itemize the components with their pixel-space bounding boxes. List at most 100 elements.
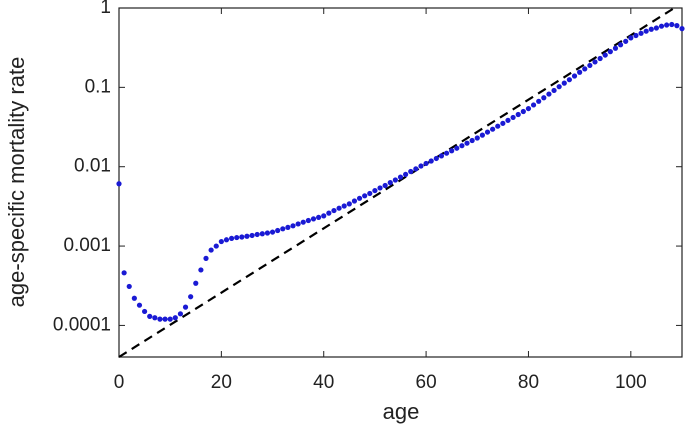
- data-point: [623, 38, 629, 44]
- data-point: [546, 91, 552, 97]
- data-point: [131, 295, 137, 301]
- data-point: [387, 180, 393, 186]
- data-point: [356, 195, 363, 201]
- data-point: [305, 217, 311, 224]
- data-point: [249, 232, 255, 239]
- data-point: [515, 111, 521, 118]
- data-point: [464, 140, 470, 146]
- data-point: [244, 233, 250, 239]
- data-point: [490, 126, 496, 132]
- data-point: [290, 223, 296, 229]
- data-point: [147, 313, 153, 319]
- data-point: [326, 210, 332, 216]
- data-point: [362, 193, 368, 199]
- data-point: [612, 45, 619, 51]
- data-point: [454, 145, 460, 151]
- data-point: [469, 137, 475, 144]
- data-point: [157, 316, 163, 322]
- plot-frame: [118, 7, 683, 358]
- data-point: [367, 190, 373, 197]
- data-point: [418, 163, 424, 169]
- x-tick-label: 40: [313, 372, 334, 393]
- data-point: [397, 174, 404, 180]
- data-point: [561, 80, 567, 86]
- data-point: [449, 148, 455, 154]
- data-point: [413, 166, 419, 172]
- data-point: [428, 158, 434, 164]
- data-point: [264, 230, 271, 236]
- data-point: [321, 213, 327, 219]
- data-point: [648, 26, 654, 32]
- data-point: [254, 231, 260, 238]
- data-point: [525, 105, 532, 112]
- data-point: [643, 28, 649, 34]
- data-point: [674, 23, 680, 29]
- data-point: [403, 171, 409, 178]
- x-tick-label: 0: [114, 372, 125, 393]
- data-point: [172, 315, 178, 321]
- data-point: [136, 302, 143, 308]
- data-point: [208, 247, 214, 253]
- data-point: [167, 316, 173, 322]
- data-point: [269, 229, 276, 235]
- data-point: [239, 234, 245, 240]
- data-point: [423, 160, 429, 167]
- data-point: [223, 237, 230, 243]
- x-tick-label: 80: [518, 372, 539, 393]
- data-point: [607, 49, 613, 55]
- y-axis-title: age-specific mortality rate: [4, 57, 29, 308]
- data-point: [229, 235, 235, 241]
- data-point: [295, 221, 301, 227]
- data-point: [617, 42, 624, 48]
- data-point: [669, 21, 675, 28]
- data-point: [152, 315, 158, 321]
- x-tick-label: 100: [615, 372, 647, 393]
- data-point: [597, 55, 603, 62]
- data-point: [141, 308, 148, 315]
- data-point: [679, 26, 685, 32]
- data-point: [213, 243, 219, 249]
- data-point: [505, 117, 511, 123]
- data-point: [280, 226, 286, 232]
- data-point: [116, 181, 122, 187]
- data-point: [602, 52, 608, 58]
- data-point: [121, 270, 127, 276]
- data-point: [566, 77, 573, 83]
- data-point: [638, 30, 644, 36]
- data-point: [541, 95, 547, 101]
- data-point: [203, 255, 209, 261]
- data-point: [551, 87, 557, 94]
- data-point: [433, 155, 439, 162]
- data-point: [182, 304, 189, 310]
- data-point: [316, 214, 322, 220]
- y-tick-label: 0.0001: [53, 314, 111, 335]
- data-point: [162, 316, 168, 322]
- data-point: [571, 73, 578, 79]
- x-axis-title: age: [383, 399, 420, 424]
- data-point: [408, 168, 414, 175]
- data-point: [530, 102, 537, 108]
- data-point: [500, 120, 506, 126]
- x-tick-label: 60: [416, 372, 437, 393]
- data-point: [126, 283, 132, 290]
- data-point: [177, 311, 184, 317]
- reference-line: [118, 7, 675, 358]
- data-point: [484, 129, 491, 135]
- data-point: [582, 66, 588, 72]
- data-point: [193, 280, 199, 286]
- y-tick-label: 0.1: [85, 76, 111, 97]
- data-point: [438, 153, 445, 159]
- data-point: [382, 182, 388, 189]
- data-point: [377, 185, 383, 191]
- data-point: [285, 224, 291, 230]
- data-point: [536, 98, 542, 104]
- data-point: [198, 267, 204, 273]
- data-point: [510, 114, 516, 121]
- data-point: [275, 227, 281, 234]
- y-tick-label: 0.001: [63, 235, 111, 256]
- data-point: [351, 198, 358, 204]
- data-point: [633, 32, 639, 39]
- data-point: [336, 205, 342, 211]
- x-tick-label: 20: [211, 372, 232, 393]
